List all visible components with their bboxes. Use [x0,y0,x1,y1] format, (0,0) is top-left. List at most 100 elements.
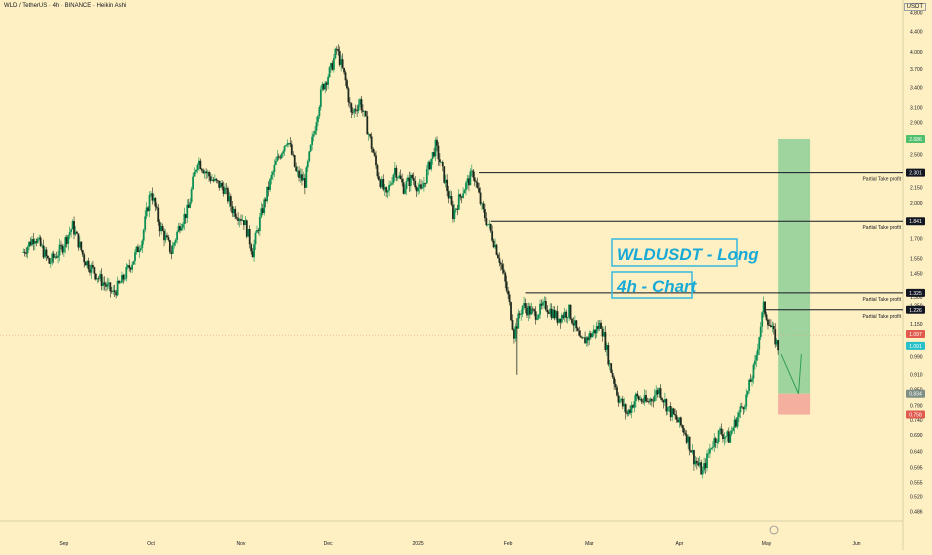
candle-body [475,181,478,183]
earnings-marker-icon[interactable] [769,525,779,535]
annotations: WLDUSDT - Long 4h - Chart [611,238,759,299]
candle-body [219,182,222,188]
title-box-2: 4h - Chart [616,277,698,296]
candle-body [623,404,626,407]
candle-body [434,139,437,157]
candle-body [666,407,669,412]
candle-body [164,235,167,241]
candle-body [706,453,708,469]
symbol-title: WLD / TetherUS · 4h · BINANCE · Heikin A… [4,3,127,9]
candle-body [279,157,282,159]
candle-body [727,431,730,443]
candle-body [614,383,617,388]
candle-body [659,388,662,399]
candle-body [362,110,364,112]
candle-body [151,193,154,201]
candle-body [504,272,507,282]
candle-body [652,400,655,402]
candle-body [767,319,769,326]
candle-body [273,164,276,172]
candle-body [282,151,284,154]
level-price-tag: 2.301 [909,171,922,177]
candle-body [389,184,392,186]
candle-body [604,332,607,350]
candle-body [566,317,569,319]
candle-body [643,395,646,403]
candle-body [81,250,84,255]
candle-body [491,231,494,241]
candle-body [738,412,740,418]
candle-body [542,302,544,306]
candle-body [502,269,505,273]
candle-body [118,280,120,283]
candle-body [231,206,234,214]
candle-body [60,244,62,246]
candle-body [28,241,30,247]
candle-body [777,340,780,351]
candle-body [184,213,187,219]
candle-body [113,290,116,293]
candle-body [648,401,650,403]
candle-body [719,428,721,431]
candle-body [653,395,656,402]
candle-body [476,182,479,188]
candle-body [665,399,668,412]
candle-body [608,363,611,365]
candle-body [533,309,536,312]
candle-body [523,303,525,306]
candle-body [22,251,25,253]
candle-body [536,318,539,320]
candle-body [158,221,161,232]
candle-body [126,265,129,268]
time-axis[interactable]: Sep Oct Nov Dec 2025 Feb Mar Apr May Jun [59,541,860,547]
candle-body [83,254,86,263]
candle-body [453,209,456,220]
candle-body [745,394,748,407]
level-price-tag: 1.325 [909,291,922,297]
candle-body [736,417,739,427]
candle-body [441,162,444,167]
candle-body [288,143,290,144]
take-profit-label: Partial Take profit [862,225,901,231]
candle-body [93,267,96,274]
y-tick-label: 0.555 [910,480,923,486]
currency-button[interactable]: USDT [903,3,926,11]
candle-body [161,226,164,231]
y-tick-label: 3.100 [910,106,923,112]
candle-body [454,208,457,210]
candle-body [658,388,661,395]
candle-body [601,328,604,337]
candle-body [671,408,674,418]
candle-body [261,208,264,214]
candle-body [771,325,774,328]
y-tick-label: 0.520 [910,495,923,501]
candle-body [347,88,350,103]
candle-body [743,406,746,410]
candle-body [630,405,633,413]
candle-body [225,188,228,190]
candle-body [305,167,308,188]
level-price-tag-bg [906,288,925,297]
candle-body [100,274,103,286]
candle-body [103,282,106,285]
candle-body [560,315,563,323]
candle-body [697,463,700,466]
candle-body [508,294,511,303]
candle-body [257,230,260,232]
candle-body [154,197,157,207]
y-tick-label: 4.800 [910,10,923,16]
candle-body [25,253,28,254]
candle-body [565,311,568,318]
candle-body [36,238,39,243]
candle-body [507,290,510,295]
candle-body [183,213,186,225]
candle-body [709,448,711,454]
candle-body [546,309,549,313]
candle-body [276,156,279,162]
candle-body [587,337,589,341]
candle-body [528,306,531,315]
candle-body [173,242,176,246]
candle-body [636,393,639,397]
